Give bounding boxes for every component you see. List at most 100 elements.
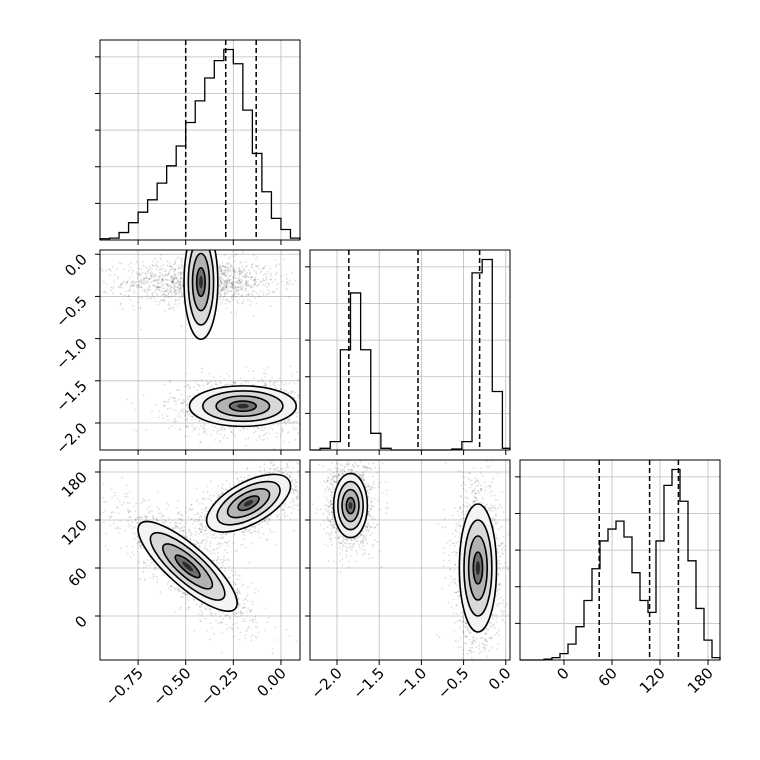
axes-frame <box>519 459 721 661</box>
sample-point <box>142 264 145 267</box>
sample-point <box>135 280 138 283</box>
sample-point <box>184 435 187 438</box>
sample-point <box>232 574 235 577</box>
sample-point <box>234 583 237 586</box>
sample-point <box>251 265 253 268</box>
sample-point <box>222 265 225 268</box>
sample-point <box>240 382 243 384</box>
sample-point <box>105 500 107 503</box>
sample-point <box>219 274 222 277</box>
sample-point <box>185 404 188 407</box>
sample-point <box>146 280 149 283</box>
sample-point <box>246 282 249 285</box>
sample-point <box>133 537 136 540</box>
sample-point <box>176 279 179 282</box>
sample-point <box>146 294 149 296</box>
sample-point <box>183 593 186 596</box>
sample-point <box>267 292 269 295</box>
sample-point <box>193 598 195 601</box>
sample-point <box>225 285 227 287</box>
sample-point <box>251 263 254 265</box>
sample-point <box>152 292 155 294</box>
sample-point <box>287 418 290 420</box>
y-tick-label: 0.0 <box>61 250 91 280</box>
sample-point <box>307 420 309 422</box>
sample-point <box>254 430 257 433</box>
sample-point <box>213 549 216 551</box>
sample-point <box>202 384 204 387</box>
sample-point <box>181 590 184 593</box>
sample-point <box>220 280 222 282</box>
sample-point <box>127 264 130 266</box>
sample-point <box>110 511 113 514</box>
sample-point <box>250 627 253 630</box>
sample-point <box>176 525 178 528</box>
sample-point <box>180 276 183 279</box>
sample-point <box>223 290 226 292</box>
sample-point <box>172 281 175 284</box>
sample-point <box>217 546 220 549</box>
sample-point <box>177 589 180 592</box>
sample-point <box>188 606 190 609</box>
sample-point <box>249 278 252 281</box>
sample-point <box>138 280 141 283</box>
sample-point <box>139 286 142 289</box>
sample-point <box>187 384 189 387</box>
sample-point <box>265 277 268 280</box>
sample-point <box>220 621 223 624</box>
sample-point <box>121 503 123 506</box>
sample-point <box>124 493 127 495</box>
sample-point <box>236 270 239 273</box>
sample-point <box>251 543 254 545</box>
histogram-step <box>520 468 721 661</box>
sample-point <box>186 395 189 398</box>
sample-point <box>151 293 154 296</box>
sample-point <box>217 622 220 625</box>
sample-point <box>169 392 172 395</box>
sample-point <box>154 300 156 302</box>
sample-point <box>199 441 202 443</box>
sample-point <box>131 272 133 274</box>
sample-point <box>266 521 269 524</box>
sample-point <box>225 282 227 285</box>
sample-point <box>177 280 180 283</box>
sample-point <box>108 516 111 519</box>
sample-point <box>117 277 119 280</box>
sample-point <box>237 293 239 296</box>
sample-point <box>233 269 235 272</box>
sample-point <box>219 545 222 547</box>
sample-point <box>153 273 156 276</box>
sample-point <box>119 285 122 288</box>
sample-point <box>201 524 204 527</box>
sample-point <box>160 280 163 283</box>
sample-point <box>267 282 270 285</box>
sample-point <box>241 585 243 587</box>
contour-line <box>202 390 284 423</box>
sample-point <box>126 508 129 511</box>
sample-point <box>351 403 353 405</box>
histogram-step <box>99 48 301 240</box>
sample-point <box>145 429 148 431</box>
sample-point <box>162 293 164 296</box>
sample-point <box>302 492 304 494</box>
sample-point <box>107 549 109 551</box>
sample-point <box>254 278 256 281</box>
sample-point <box>251 292 254 295</box>
sample-point <box>226 614 229 617</box>
sample-point <box>146 515 149 518</box>
sample-point <box>214 613 217 616</box>
sample-point <box>241 293 244 295</box>
sample-point <box>178 298 181 301</box>
sample-point <box>188 387 191 390</box>
sample-point <box>232 299 234 301</box>
sample-point <box>225 623 228 626</box>
sample-point <box>228 626 231 629</box>
sample-point <box>179 281 181 283</box>
sample-point <box>220 427 223 429</box>
sample-point <box>302 400 304 402</box>
sample-point <box>220 301 223 304</box>
sample-point <box>190 518 193 521</box>
sample-point <box>180 288 182 290</box>
sample-point <box>246 595 248 598</box>
sample-point <box>250 609 252 612</box>
